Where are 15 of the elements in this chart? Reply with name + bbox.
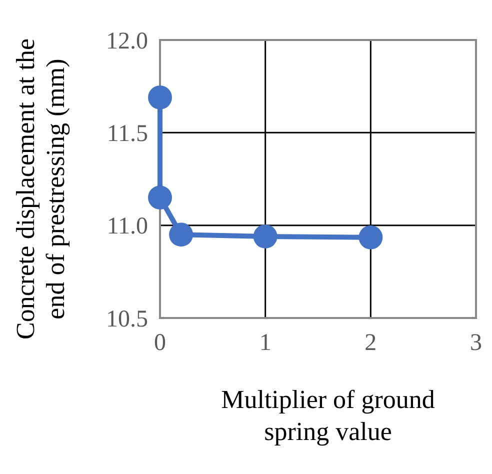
point: [253, 224, 278, 248]
y-tick-label: 11.5: [106, 121, 148, 148]
x-tick-label: 2: [364, 330, 377, 356]
x-tick-label: 3: [470, 330, 482, 356]
y-tick-label: 11.0: [106, 214, 148, 240]
point: [358, 225, 383, 250]
y-tick-label: 12.0: [106, 28, 148, 54]
point: [169, 222, 194, 247]
x-tick-label: 0: [154, 330, 166, 356]
x-axis-title: Multiplier of ground spring value: [221, 385, 435, 446]
y-tick-label: 10.5: [106, 306, 148, 332]
x-tick-label: 1: [259, 330, 272, 356]
point: [148, 85, 172, 110]
point: [148, 186, 172, 210]
y-axis-title: Concrete displacement at the end of prestressing (mm): [11, 38, 70, 340]
